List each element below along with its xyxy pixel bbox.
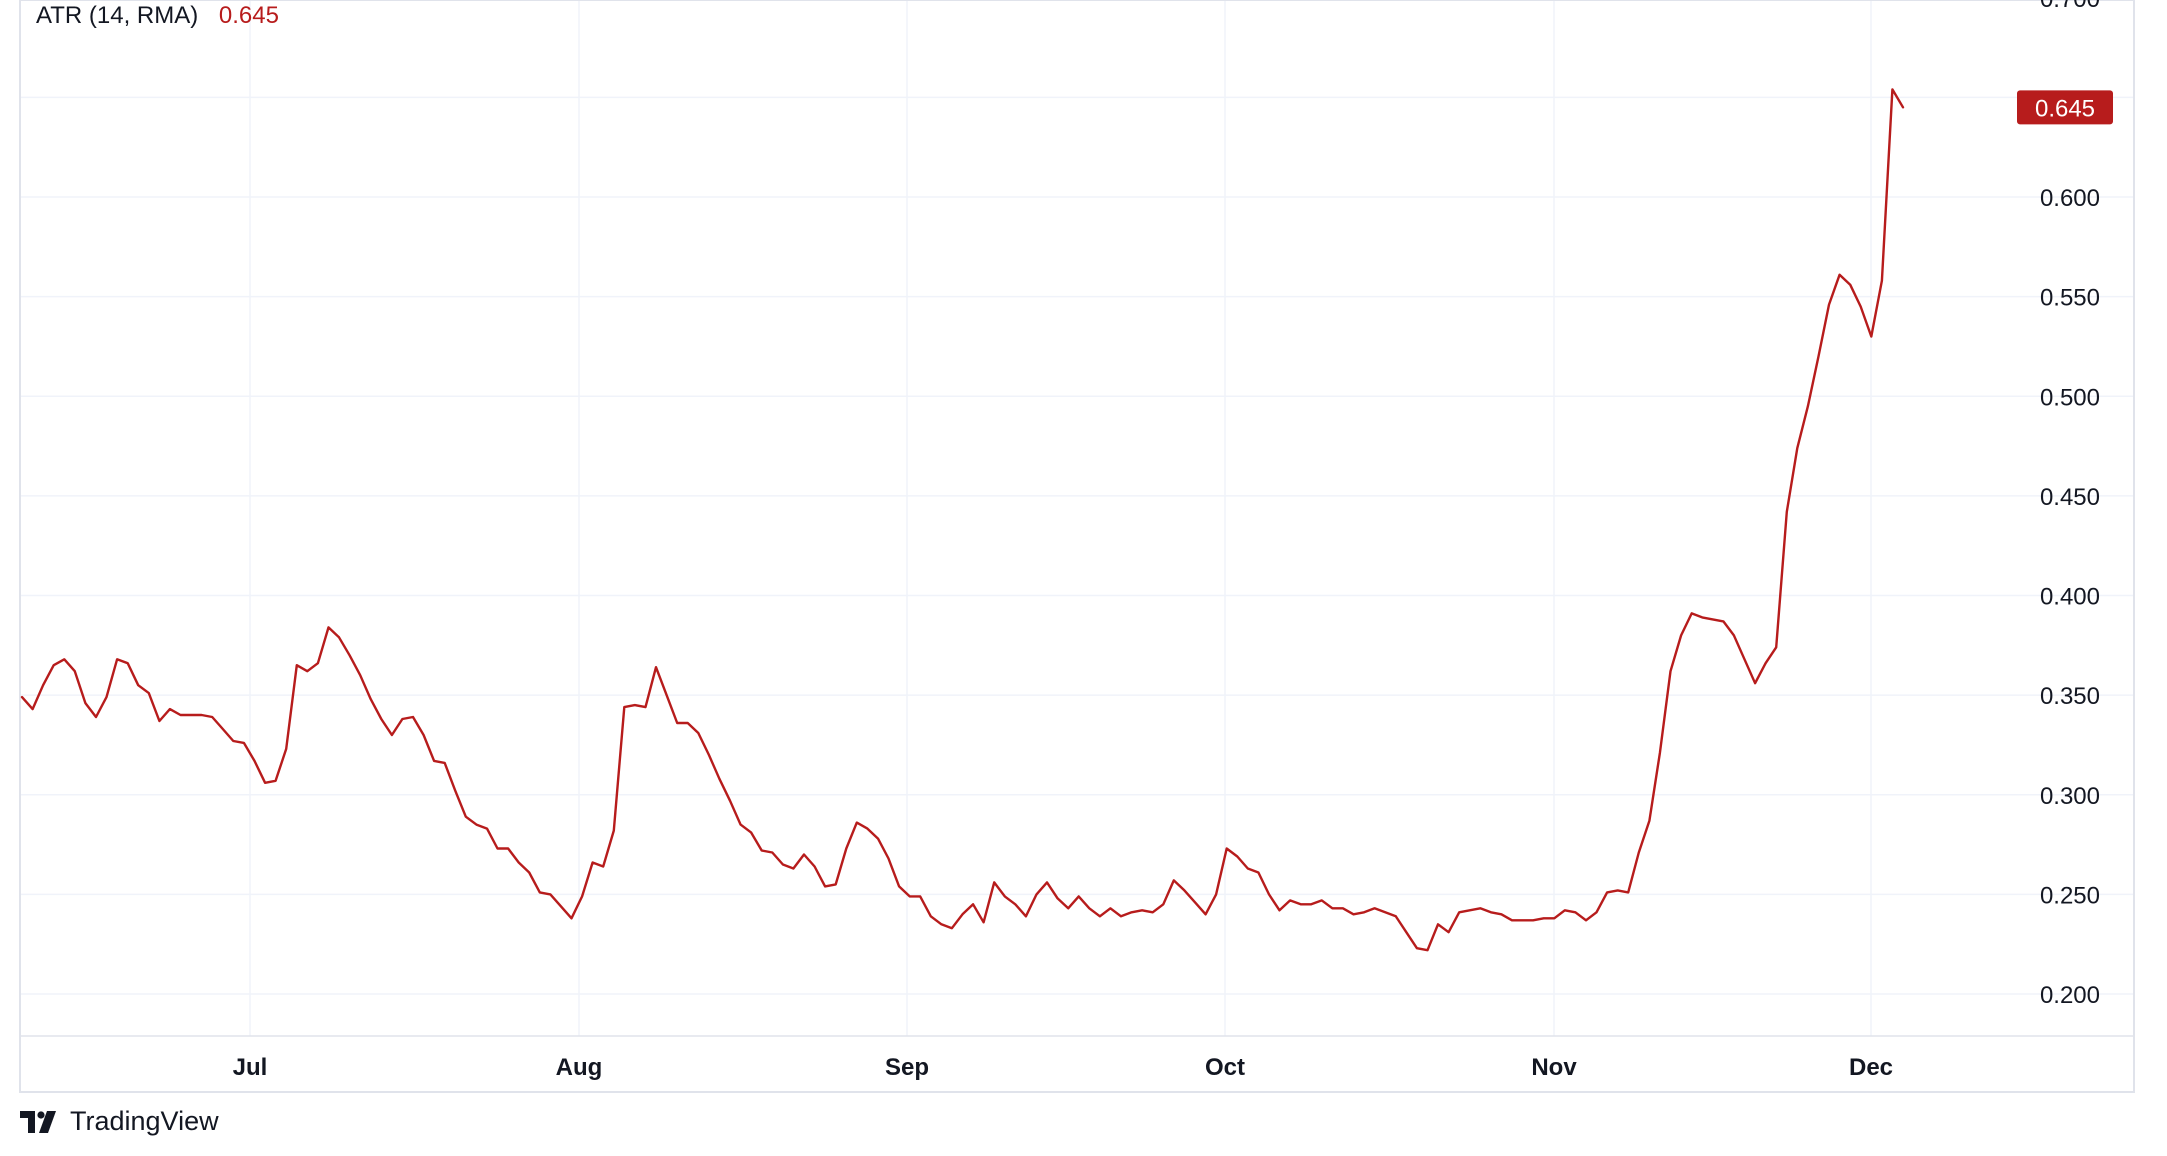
x-tick-label: Nov (1531, 1054, 1577, 1081)
indicator-value: 0.645 (218, 2, 279, 29)
x-tick-label: Oct (1205, 1054, 1245, 1081)
y-tick-label: 0.600 (2040, 185, 2100, 212)
brand-name: TradingView (70, 1106, 219, 1136)
tradingview-brand[interactable]: TradingView (20, 1106, 219, 1137)
time-axis[interactable]: Jul Aug Sep Oct Nov Dec (233, 1054, 1893, 1081)
x-tick-label: Sep (885, 1054, 929, 1081)
x-tick-label: Aug (556, 1054, 603, 1081)
tradingview-logo-icon (20, 1110, 56, 1133)
last-value-badge: 0.645 (2017, 90, 2113, 125)
y-tick-label: 0.300 (2040, 783, 2100, 810)
x-tick-label: Jul (233, 1054, 268, 1081)
horizontal-gridlines (20, 96, 2134, 995)
last-value-badge-bg (2017, 90, 2113, 125)
last-value-badge-text: 0.645 (2035, 95, 2095, 122)
price-axis[interactable]: 0.700 0.600 0.550 0.500 0.450 0.400 0.350 0.300… (2040, 0, 2100, 1009)
indicator-legend[interactable]: ATR (14, RMA) 0.645 (36, 2, 279, 30)
y-tick-label: 0.200 (2040, 982, 2100, 1009)
x-tick-label: Dec (1849, 1054, 1893, 1081)
y-tick-label: 0.500 (2040, 384, 2100, 411)
atr-series-line (20, 88, 1905, 952)
y-tick-label: 0.350 (2040, 683, 2100, 710)
chart-pane-border (19, 0, 2135, 1093)
y-tick-label: 0.550 (2040, 285, 2100, 312)
y-tick-label: 0.400 (2040, 584, 2100, 611)
vertical-gridlines (20, 0, 2134, 1037)
indicator-title: ATR (14, RMA) (36, 2, 199, 29)
y-tick-label: 0.250 (2040, 882, 2100, 909)
y-tick-label: 0.450 (2040, 484, 2100, 511)
y-tick-label: 0.700 (2040, 0, 2100, 13)
